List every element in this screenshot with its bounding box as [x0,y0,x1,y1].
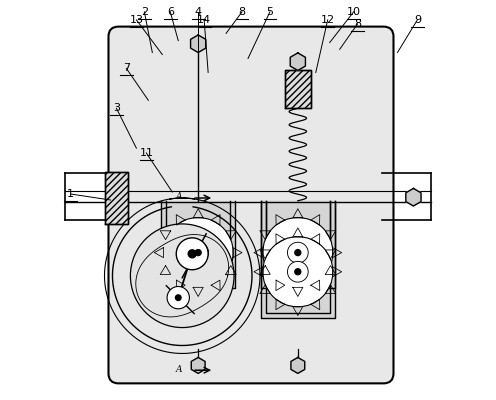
Circle shape [188,242,208,263]
Polygon shape [290,53,306,70]
Text: 11: 11 [139,148,153,158]
Text: A: A [176,364,182,374]
Circle shape [288,261,308,282]
Circle shape [188,250,196,258]
Bar [285,70,310,108]
Circle shape [288,242,308,263]
Polygon shape [261,201,335,288]
Text: 14: 14 [197,15,211,25]
Circle shape [295,250,301,256]
Circle shape [176,295,181,300]
Text: 10: 10 [347,7,361,17]
Circle shape [167,286,189,309]
Polygon shape [406,188,421,206]
Circle shape [163,218,233,288]
Text: 1: 1 [67,189,74,199]
Circle shape [195,250,201,256]
Polygon shape [191,358,205,373]
Text: 2: 2 [141,7,148,17]
Polygon shape [291,358,305,373]
Polygon shape [161,201,235,288]
Circle shape [295,269,301,275]
Circle shape [263,218,333,288]
Circle shape [176,238,208,270]
Text: 8: 8 [239,7,246,17]
Text: 6: 6 [167,7,174,17]
Text: 3: 3 [113,103,120,113]
Circle shape [263,237,333,307]
Text: 13: 13 [129,15,143,25]
Text: 9: 9 [414,15,421,25]
Polygon shape [190,35,206,52]
Text: 5: 5 [266,7,273,17]
Text: 8: 8 [354,19,361,29]
Text: 4: 4 [194,7,202,17]
Circle shape [130,224,234,328]
Text: 7: 7 [123,64,130,74]
Text: A: A [176,192,182,201]
Polygon shape [261,201,335,318]
Text: 12: 12 [320,15,335,25]
FancyBboxPatch shape [109,27,393,383]
Bar [105,172,128,224]
